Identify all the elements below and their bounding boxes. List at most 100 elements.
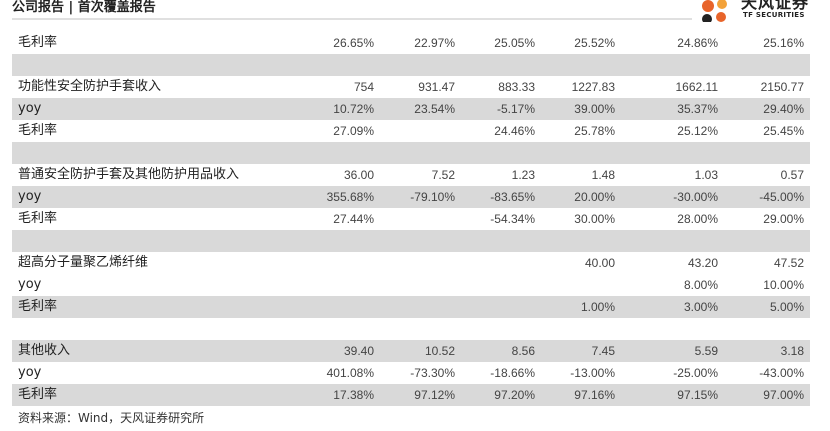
value-cell — [365, 120, 455, 142]
value-cell: 97.15% — [677, 388, 718, 402]
value-cell: 22.97% — [414, 36, 455, 50]
value-cell: -54.34% — [490, 212, 535, 226]
value-cell: 97.00% — [763, 388, 804, 402]
value-cell: 1.23 — [511, 168, 535, 182]
value-cell: 28.00% — [677, 212, 718, 226]
table-row: 其他收入 39.40 10.52 8.56 7.45 5.59 3.18 — [12, 340, 810, 362]
value-cell: 36.00 — [343, 168, 374, 182]
table-row: 毛利率 27.44% -54.34% 30.00% 28.00% 29.00% — [12, 208, 810, 230]
table-row: 毛利率 27.09% 24.46% 25.78% 25.12% 25.45% — [12, 120, 810, 142]
value-cell: 25.78% — [574, 124, 615, 138]
value-cell — [365, 208, 455, 230]
value-cell — [284, 274, 374, 296]
value-cell: 47.52 — [773, 256, 804, 270]
table-spacer-row — [12, 230, 810, 252]
value-cell — [445, 296, 535, 318]
value-cell: 29.40% — [763, 102, 804, 116]
value-cell — [365, 274, 455, 296]
table-spacer-row — [12, 54, 810, 76]
value-cell: 43.20 — [687, 256, 718, 270]
value-cell: 97.16% — [574, 388, 615, 402]
table-gap-row — [12, 318, 810, 340]
value-cell: 20.00% — [574, 190, 615, 204]
value-cell — [445, 274, 535, 296]
source-note: 资料来源：Wind，天风证券研究所 — [18, 411, 205, 425]
value-cell: 30.00% — [574, 212, 615, 226]
value-cell: -45.00% — [759, 190, 804, 204]
value-cell: 26.65% — [333, 36, 374, 50]
value-cell: 883.33 — [498, 80, 535, 94]
row-label: 毛利率 — [18, 387, 58, 402]
value-cell: 25.05% — [494, 36, 535, 50]
value-cell — [365, 252, 455, 274]
value-cell: -13.00% — [570, 366, 615, 380]
row-label: yoy — [18, 101, 42, 116]
report-header: 公司报告 | 首次覆盖报告 — [0, 0, 830, 22]
value-cell: 1.03 — [694, 168, 718, 182]
logo-chinese-text: 天风证券 — [741, 0, 810, 12]
value-cell: 5.59 — [694, 344, 718, 358]
value-cell: 3.18 — [780, 344, 804, 358]
row-label: yoy — [18, 277, 42, 292]
value-cell: -43.00% — [759, 366, 804, 380]
value-cell: 24.86% — [677, 36, 718, 50]
value-cell: 1.48 — [591, 168, 615, 182]
financial-table: 毛利率 26.65% 22.97% 25.05% 25.52% 24.86% 25.16% 功… — [12, 32, 810, 406]
value-cell: 97.20% — [494, 388, 535, 402]
value-cell — [284, 296, 374, 318]
value-cell: 7.52 — [431, 168, 455, 182]
row-label: 毛利率 — [18, 299, 58, 314]
table-row: 超高分子量聚乙烯纤维 40.00 43.20 47.52 — [12, 252, 810, 274]
row-label: 毛利率 — [18, 123, 58, 138]
value-cell: 8.56 — [511, 344, 535, 358]
table-row: yoy 355.68% -79.10% -83.65% 20.00% -30.00% -45… — [12, 186, 810, 208]
value-cell: -83.65% — [490, 190, 535, 204]
value-cell: -30.00% — [673, 190, 718, 204]
row-label: 普通安全防护手套及其他防护用品收入 — [18, 167, 240, 182]
value-cell: 23.54% — [414, 102, 455, 116]
value-cell: 7.45 — [591, 344, 615, 358]
value-cell: 39.00% — [574, 102, 615, 116]
value-cell: 754 — [353, 80, 374, 94]
value-cell: 10.00% — [763, 278, 804, 292]
row-label: 功能性安全防护手套收入 — [18, 79, 162, 94]
table-row: 功能性安全防护手套收入 754 931.47 883.33 1227.83 1662.11… — [12, 76, 810, 98]
value-cell: 27.09% — [333, 124, 374, 138]
value-cell: 0.57 — [780, 168, 804, 182]
value-cell — [365, 296, 455, 318]
value-cell: 1662.11 — [675, 80, 719, 94]
report-title: 公司报告 | 首次覆盖报告 — [12, 0, 156, 15]
row-label: 毛利率 — [18, 35, 58, 50]
value-cell: 24.46% — [494, 124, 535, 138]
header-divider — [12, 18, 692, 20]
value-cell: 10.72% — [333, 102, 374, 116]
value-cell: 931.47 — [418, 80, 455, 94]
value-cell: 25.16% — [763, 36, 804, 50]
value-cell: 5.00% — [769, 300, 804, 314]
value-cell: -79.10% — [410, 190, 455, 204]
row-label: 毛利率 — [18, 211, 58, 226]
value-cell — [284, 252, 374, 274]
value-cell — [525, 274, 615, 296]
table-row: yoy 10.72% 23.54% -5.17% 39.00% 35.37% 29.40% — [12, 98, 810, 120]
logo-english-text: TF SECURITIES — [743, 11, 805, 19]
value-cell: 25.12% — [677, 124, 718, 138]
table-row: 毛利率 1.00% 3.00% 5.00% — [12, 296, 810, 318]
value-cell: 97.12% — [414, 388, 455, 402]
value-cell: 3.00% — [683, 300, 718, 314]
value-cell: 1227.83 — [571, 80, 615, 94]
value-cell: -25.00% — [673, 366, 718, 380]
value-cell: -18.66% — [490, 366, 535, 380]
value-cell: 2150.77 — [760, 80, 804, 94]
table-row: 普通安全防护手套及其他防护用品收入 36.00 7.52 1.23 1.48 1.03 0.… — [12, 164, 810, 186]
value-cell: 8.00% — [683, 278, 718, 292]
value-cell: -73.30% — [410, 366, 455, 380]
value-cell — [445, 252, 535, 274]
value-cell: 29.00% — [763, 212, 804, 226]
value-cell: 25.45% — [763, 124, 804, 138]
value-cell: 40.00 — [584, 256, 615, 270]
value-cell: 27.44% — [333, 212, 374, 226]
value-cell: 1.00% — [580, 300, 615, 314]
table-row: yoy 8.00% 10.00% — [12, 274, 810, 296]
value-cell: 17.38% — [333, 388, 374, 402]
